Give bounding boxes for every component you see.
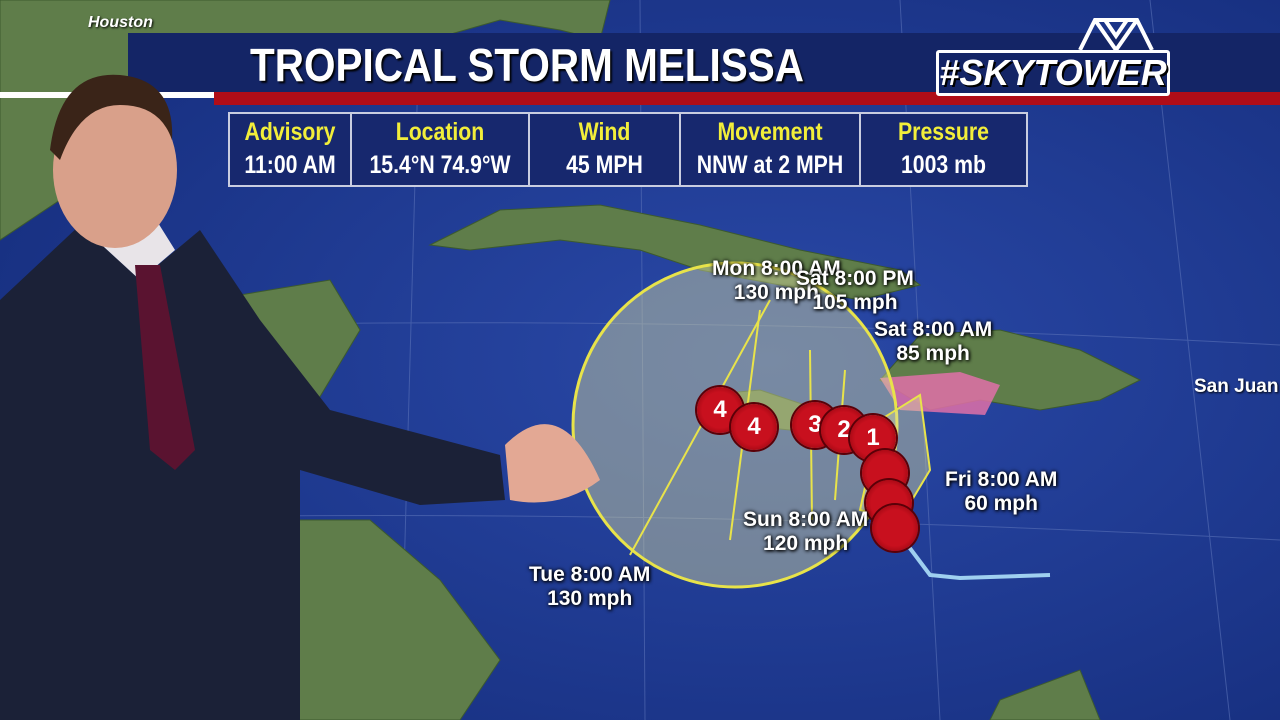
forecast-wind: 130 mph: [733, 281, 819, 304]
south-america-land: [989, 669, 1101, 720]
forecast-time: Fri 8:00 AM: [945, 468, 1058, 491]
forecast-wind: 60 mph: [964, 492, 1038, 515]
forecast-time: Sun 8:00 AM: [743, 508, 869, 531]
info-value: 1003 mb: [900, 151, 987, 179]
info-pressure: Pressure 1003 mb: [861, 114, 1026, 185]
skytower-logo-icon: [1078, 18, 1154, 50]
forecast-label: Sat 8:00 PM 105 mph: [796, 267, 914, 315]
presenter-tie: [135, 265, 195, 470]
presenter-hair: [50, 74, 173, 160]
skytower-logo: #SKYTOWER: [936, 50, 1170, 96]
info-movement: Movement NNW at 2 MPH: [681, 114, 861, 185]
station-label: Houston: [88, 14, 153, 31]
info-value: NNW at 2 MPH: [696, 151, 844, 179]
info-wind: Wind 45 MPH: [530, 114, 681, 185]
forecast-wind: 85 mph: [896, 342, 970, 365]
forecast-label: Mon 8:00 AM 130 mph: [712, 257, 841, 305]
forecast-wind: 105 mph: [812, 291, 898, 314]
presenter: [0, 74, 600, 720]
forecast-label: Sat 8:00 AM 85 mph: [874, 318, 992, 366]
info-value: 11:00 AM: [244, 151, 336, 179]
info-header: Location: [395, 118, 485, 146]
forecast-time: Tue 8:00 AM: [529, 563, 651, 586]
info-header: Movement: [717, 118, 823, 146]
forecast-label: Tue 8:00 AM 130 mph: [529, 563, 650, 611]
info-value: 45 MPH: [566, 151, 643, 179]
forecast-time: Mon 8:00 AM: [712, 257, 841, 280]
presenter-hand: [505, 424, 600, 503]
info-header: Advisory: [244, 118, 336, 146]
forecast-wind: 120 mph: [763, 532, 849, 555]
forecast-label: Sun 8:00 AM 120 mph: [743, 508, 868, 556]
forecast-wind: 130 mph: [547, 587, 633, 610]
hurricane-icon: 4: [731, 404, 777, 450]
page-title: TROPICAL STORM MELISSA: [250, 39, 805, 91]
tropical-storm-icon: [872, 505, 918, 551]
city-label: San Juan: [1194, 376, 1279, 397]
storm-past-track: [898, 533, 1051, 581]
storm-info-table: Advisory 11:00 AM Location 15.4°N 74.9°W W…: [228, 112, 1028, 187]
info-value: 15.4°N 74.9°W: [369, 151, 511, 179]
warning-area: [880, 372, 1000, 415]
info-header: Wind: [578, 118, 631, 146]
info-advisory: Advisory 11:00 AM: [230, 114, 352, 185]
forecast-time: Sat 8:00 AM: [874, 318, 993, 341]
info-header: Pressure: [898, 118, 989, 146]
presenter-head: [53, 92, 177, 248]
forecast-label: Fri 8:00 AM 60 mph: [945, 468, 1057, 516]
forecast-time: Sat 8:00 PM: [796, 267, 914, 290]
presenter-suit: [0, 225, 505, 720]
info-location: Location 15.4°N 74.9°W: [352, 114, 530, 185]
